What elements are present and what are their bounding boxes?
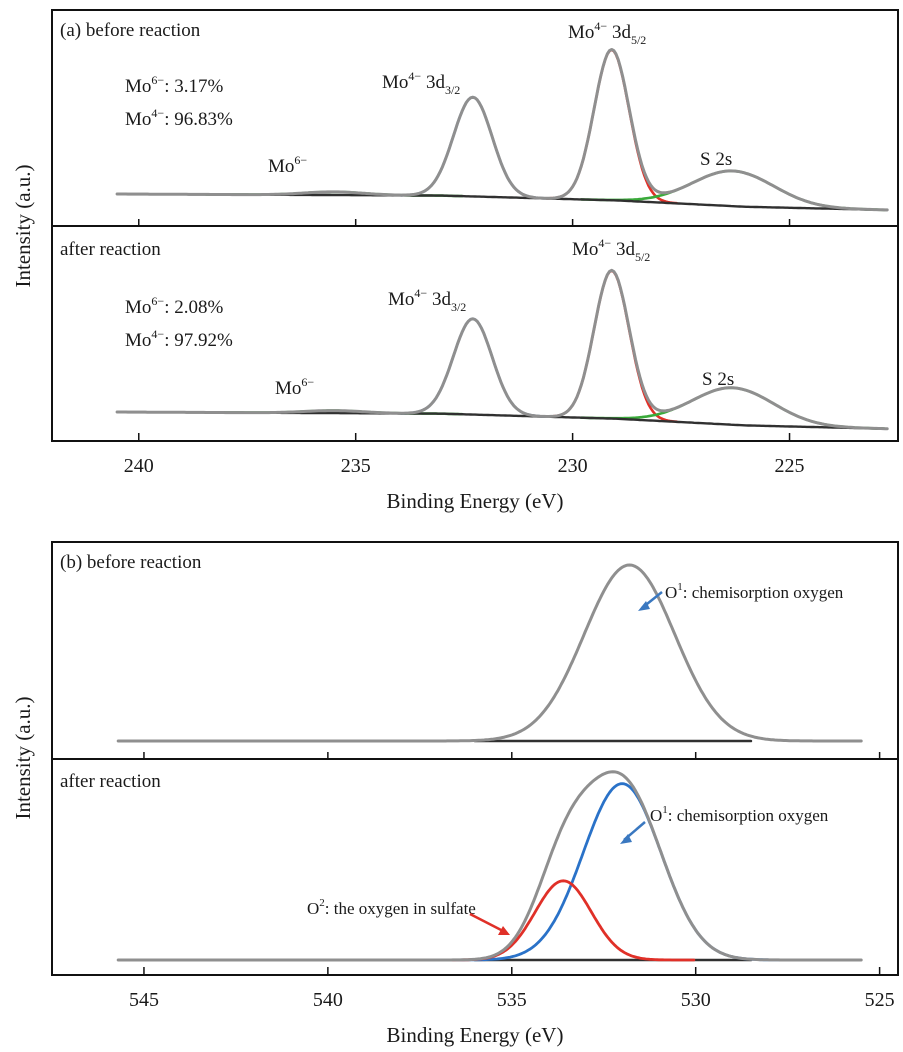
o-envelope-before xyxy=(116,563,863,743)
figure-a-before-mo6-percent: Mo6−: 3.17% xyxy=(125,73,223,97)
figure-b-before-panel-label: (b) before reaction xyxy=(60,552,202,573)
figure-b: 545 540 535 530 525 (b) before reaction O1: … xyxy=(11,541,899,1047)
figure-a-after-mo4-value: 97.92% xyxy=(174,330,233,351)
x-tick-label-230: 230 xyxy=(558,455,588,477)
figure-b-y-axis-label: Intensity (a.u.) xyxy=(11,696,35,819)
figure-b-before-curves xyxy=(116,563,863,743)
figure-a-before-mo6-peak-label: Mo6− xyxy=(268,153,307,177)
figure-a-after-3d32-label: Mo4− 3d3/2 xyxy=(388,286,466,314)
figure-a-before-s2s-label: S 2s xyxy=(700,149,732,170)
envelope-after xyxy=(115,268,889,431)
figure-a-before-curves xyxy=(115,48,889,212)
x-tick-label-530: 530 xyxy=(681,989,711,1011)
x-tick-label-240: 240 xyxy=(124,455,154,477)
figure-a-before-mo4-percent: Mo4−: 96.83% xyxy=(125,106,233,130)
figure-a-after-panel-label: after reaction xyxy=(60,239,161,260)
figure-a-after-mo6-percent: Mo6−: 2.08% xyxy=(125,294,223,318)
x-tick-label-535: 535 xyxy=(497,989,527,1011)
x-tick-label-225: 225 xyxy=(775,455,805,477)
peak-after-1 xyxy=(399,317,546,418)
figure-b-after-o1-label: O1: chemisorption oxygen xyxy=(650,804,829,825)
figure-a-x-ticks: 240 235 230 225 xyxy=(124,219,805,477)
x-tick-label-540: 540 xyxy=(313,989,343,1011)
peak-before-3 xyxy=(580,169,887,212)
figure-a: 240 235 230 225 (a) before reaction Mo6−: 3… xyxy=(11,9,899,513)
o-peak-after-1 xyxy=(431,879,696,962)
x-tick-label-235: 235 xyxy=(341,455,371,477)
figure-a-before-mo4-value: 96.83% xyxy=(174,109,233,130)
envelope-before xyxy=(115,48,889,212)
figure-a-y-axis-label: Intensity (a.u.) xyxy=(11,164,35,287)
figure-b-x-ticks: 545 540 535 530 525 xyxy=(129,752,895,1011)
figure-a-after-curves xyxy=(115,268,889,431)
figure-a-before-mo6-value: 3.17% xyxy=(174,76,223,97)
figure-b-after-o2-arrowhead xyxy=(498,926,510,935)
figure-b-before-o1-arrowhead xyxy=(638,601,650,611)
figure-b-after-curves xyxy=(116,770,863,962)
peak-before-2 xyxy=(545,48,678,205)
peak-after-2 xyxy=(545,269,678,423)
figure-a-before-3d52-label: Mo4− 3d5/2 xyxy=(568,19,646,47)
o-envelope-after xyxy=(116,770,863,962)
background-after xyxy=(115,410,889,430)
figure-b-after-o2-arrow xyxy=(469,912,506,934)
background-before xyxy=(115,192,889,212)
figure-b-after-o1-arrowhead xyxy=(620,834,632,844)
figure-b-x-axis-label: Binding Energy (eV) xyxy=(387,1023,564,1047)
figure-a-after-s2s-label: S 2s xyxy=(702,369,734,390)
x-tick-label-525: 525 xyxy=(865,989,895,1011)
figure-a-after-mo6-peak-label: Mo6− xyxy=(275,375,314,399)
peak-after-3 xyxy=(580,386,887,430)
figure-a-before-3d32-label: Mo4− 3d3/2 xyxy=(382,69,460,97)
x-tick-label-545: 545 xyxy=(129,989,159,1011)
figure-b-after-o2-label: O2: the oxygen in sulfate xyxy=(307,897,476,918)
figure-a-after-mo4-percent: Mo4−: 97.92% xyxy=(125,327,233,351)
figure-a-x-axis-label: Binding Energy (eV) xyxy=(387,489,564,513)
figure-a-after-3d52-label: Mo4− 3d5/2 xyxy=(572,236,650,264)
figure-b-before-o1-label: O1: chemisorption oxygen xyxy=(665,581,844,602)
peak-before-1 xyxy=(399,95,546,200)
figure-a-before-panel-label: (a) before reaction xyxy=(60,20,201,41)
figure-a-after-mo6-value: 2.08% xyxy=(174,297,223,318)
figure-b-after-panel-label: after reaction xyxy=(60,771,161,792)
